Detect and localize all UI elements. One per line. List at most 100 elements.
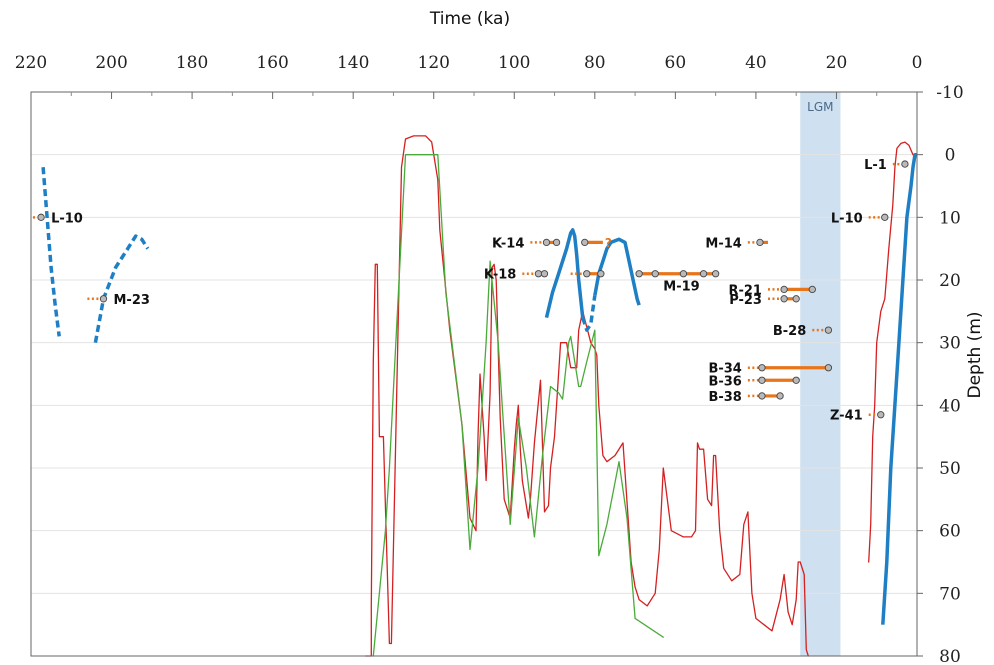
- y-tick-label: 60: [939, 522, 961, 542]
- axes-layer: 220 200 180 160 140 120 100 80 60 40 20 0-100102030…: [15, 53, 964, 665]
- sample-marker: [570, 270, 605, 278]
- sample-marker: M-23: [87, 293, 150, 308]
- sample-point: [583, 270, 591, 278]
- x-tick-label: 20: [826, 53, 848, 73]
- lgm-band-layer: LGM: [800, 92, 841, 656]
- sample-point: [758, 364, 766, 372]
- y-axis-title: Depth (m): [965, 311, 985, 398]
- sample-point: [808, 285, 816, 294]
- sample-marker: M-19: [635, 270, 720, 295]
- sample-point: [679, 270, 688, 278]
- x-tick-label: 200: [95, 53, 127, 73]
- sample-point: [881, 213, 889, 221]
- sample-point: [756, 238, 764, 247]
- y-tick-label: 30: [939, 334, 961, 354]
- x-tick-label: 120: [418, 53, 450, 73]
- sample-point: [37, 213, 45, 221]
- x-tick-label: 220: [15, 53, 47, 73]
- sample-marker: B-28: [773, 324, 833, 339]
- sample-label: B-38: [708, 390, 741, 405]
- sample-marker: ?: [581, 236, 612, 250]
- series-layer: [41, 135, 917, 657]
- sample-point: [635, 270, 643, 278]
- blue-curve: [593, 237, 641, 306]
- x-tick-label: 140: [337, 53, 369, 73]
- x-tick-label: 100: [498, 53, 530, 73]
- sample-point: [780, 295, 788, 303]
- grid-layer: [31, 154, 917, 594]
- blue-curve: [881, 152, 917, 625]
- x-axis-title: Time (ka): [429, 9, 510, 29]
- sample-note: ?: [605, 236, 612, 250]
- samples-layer: L-1 L-10 L-10 K-14? M-14 K-18 M-19 R-21P-23 M-23…: [33, 158, 909, 424]
- sample-label: M-14: [705, 236, 741, 251]
- red-curve: [868, 141, 916, 563]
- sample-label: K-14: [492, 236, 524, 251]
- sample-marker: L-10: [33, 211, 83, 226]
- blue-curve: [544, 228, 585, 319]
- sample-point: [534, 270, 543, 278]
- sample-point: [552, 238, 561, 247]
- y-tick-label: 10: [939, 208, 961, 228]
- sample-point: [542, 238, 551, 247]
- sample-point: [776, 392, 784, 400]
- x-tick-label: 60: [665, 53, 687, 73]
- x-tick-label: 160: [256, 53, 288, 73]
- sample-label: K-18: [484, 268, 516, 283]
- lgm-band: [800, 92, 841, 656]
- sample-marker: B-34: [708, 362, 833, 377]
- y-tick-label: 70: [939, 584, 961, 604]
- sample-point: [99, 295, 108, 303]
- sample-label: Z-41: [830, 409, 863, 424]
- sample-marker: R-21: [728, 283, 816, 298]
- red-curve: [364, 135, 809, 657]
- sample-label: L-1: [864, 158, 887, 173]
- sample-point: [699, 270, 708, 278]
- sample-point: [780, 285, 788, 294]
- sample-marker: K-14: [492, 236, 561, 251]
- sample-point: [901, 160, 909, 168]
- blue-curve: [581, 295, 597, 332]
- sample-point: [540, 270, 549, 278]
- sample-marker: P-23: [729, 293, 800, 308]
- x-tick-label: 0: [912, 53, 923, 73]
- y-tick-label: -10: [936, 83, 963, 103]
- sample-point: [792, 376, 800, 384]
- sample-point: [824, 364, 833, 372]
- y-tick-label: 40: [939, 396, 961, 416]
- sample-label: L-10: [831, 211, 863, 226]
- sample-point: [581, 238, 589, 247]
- sample-marker: L-1: [864, 158, 909, 173]
- blue-curve: [41, 167, 61, 337]
- sample-marker: M-14: [705, 236, 768, 251]
- y-tick-label: 0: [945, 146, 956, 166]
- sample-label: P-23: [729, 293, 762, 308]
- sample-point: [711, 270, 720, 278]
- x-tick-label: 80: [584, 53, 606, 73]
- y-tick-label: 80: [939, 647, 961, 665]
- sample-marker: B-36: [708, 374, 800, 389]
- sample-label: B-36: [708, 374, 741, 389]
- y-tick-label: 50: [939, 459, 961, 479]
- green-curve: [372, 154, 664, 657]
- x-tick-label: 40: [745, 53, 767, 73]
- lgm-label: LGM: [807, 100, 833, 114]
- sample-marker: K-18: [484, 268, 549, 283]
- sample-point: [651, 270, 659, 278]
- sample-point: [877, 411, 885, 419]
- y-tick-label: 20: [939, 271, 961, 291]
- sample-label: B-28: [773, 324, 806, 339]
- sample-label: B-34: [708, 362, 741, 377]
- sample-marker: Z-41: [830, 409, 885, 424]
- sample-point: [792, 295, 800, 303]
- sample-point: [824, 326, 833, 334]
- sample-point: [597, 270, 605, 278]
- sample-point: [758, 392, 766, 400]
- x-tick-label: 180: [176, 53, 208, 73]
- sample-marker: B-38: [708, 390, 784, 405]
- sample-label: M-23: [113, 293, 149, 308]
- sample-point: [758, 376, 766, 384]
- sample-label: M-19: [663, 280, 699, 295]
- sample-marker: L-10: [831, 211, 889, 226]
